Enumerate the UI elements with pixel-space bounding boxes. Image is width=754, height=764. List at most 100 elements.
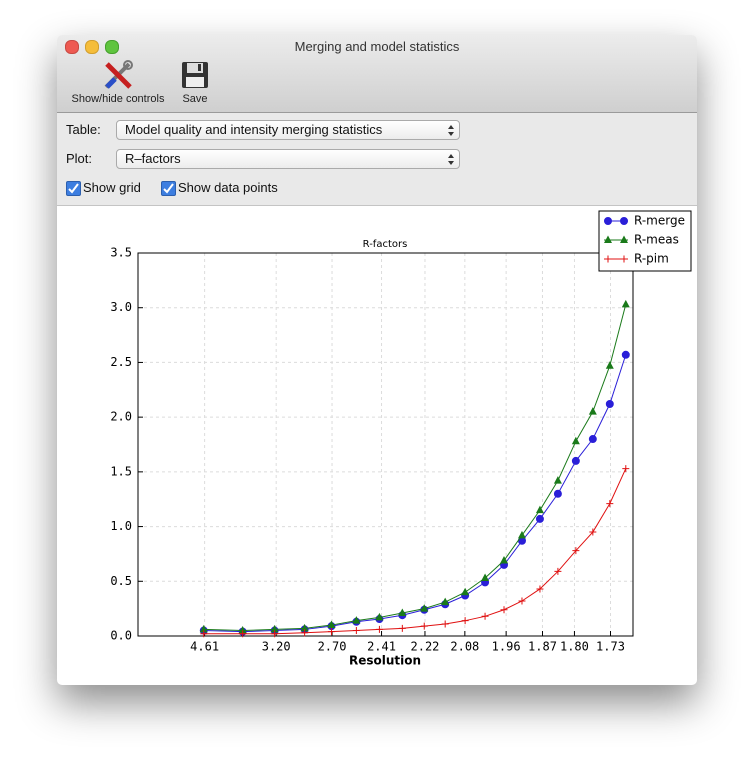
- data-point: [199, 624, 208, 633]
- y-tick-label: 3.0: [110, 300, 132, 314]
- series-line: [203, 354, 627, 633]
- x-axis-label: Resolution: [349, 654, 421, 668]
- select-value: Model quality and intensity merging stat…: [125, 122, 383, 137]
- y-tick-label: 0.0: [110, 629, 132, 643]
- data-point: [621, 350, 630, 359]
- data-point: [300, 623, 309, 632]
- data-point: [301, 629, 309, 637]
- checkbox-box: [161, 181, 176, 196]
- check-mark: [68, 183, 79, 194]
- toolbar-button[interactable]: Save: [175, 59, 215, 105]
- data-point: [398, 624, 406, 632]
- data-point: [461, 617, 469, 625]
- data-point: [238, 626, 247, 634]
- data-point: [441, 620, 449, 628]
- window-title: Merging and model statistics: [294, 39, 460, 54]
- legend-marker: [604, 217, 612, 225]
- plot-select[interactable]: R–factors: [116, 149, 460, 169]
- y-tick-label: 2.0: [110, 410, 132, 424]
- x-tick-label: 2.22: [411, 640, 440, 654]
- data-point: [398, 608, 407, 617]
- x-tick-label: 4.61: [190, 640, 219, 654]
- data-point: [553, 489, 562, 498]
- legend-marker: [604, 255, 612, 263]
- data-point: [605, 400, 614, 409]
- select-arrows: [448, 154, 454, 165]
- data-point: [571, 436, 580, 445]
- data-point: [536, 585, 544, 593]
- data-point: [553, 476, 562, 484]
- plot-label: Plot:: [66, 151, 93, 166]
- data-point: [622, 465, 630, 473]
- save-icon: [182, 62, 208, 88]
- x-tick-label: 1.80: [560, 640, 589, 654]
- data-point: [441, 597, 450, 606]
- data-point: [327, 620, 336, 629]
- data-point: [535, 514, 544, 523]
- table-select[interactable]: Model quality and intensity merging stat…: [116, 120, 460, 140]
- select-arrows: [448, 125, 454, 136]
- data-point: [481, 573, 490, 582]
- close-button[interactable]: [65, 40, 79, 54]
- select-value: R–factors: [125, 151, 181, 166]
- x-tick-label: 2.41: [367, 640, 396, 654]
- chart-title: R-factors: [363, 239, 408, 250]
- x-tick-label: 3.20: [262, 640, 291, 654]
- data-point: [589, 528, 597, 536]
- data-point: [535, 505, 544, 514]
- data-point: [420, 604, 429, 612]
- x-tick-label: 1.73: [596, 640, 625, 654]
- y-tick-label: 3.5: [110, 246, 132, 260]
- y-tick-label: 1.5: [110, 464, 132, 478]
- data-point: [375, 625, 383, 633]
- plot-frame: [137, 252, 634, 637]
- data-point: [200, 630, 208, 638]
- data-point: [606, 500, 614, 508]
- window: Merging and model statistics Show/hide c…: [57, 35, 697, 685]
- chart: R-factors Resolution 0.0 0.5 1.0 1.5 2.0 2.5 3…: [110, 210, 692, 668]
- data-point: [352, 627, 360, 635]
- series-line: [203, 304, 627, 632]
- x-tick-label: 2.08: [450, 640, 479, 654]
- y-tick-label: 2.5: [110, 355, 132, 369]
- data-point: [420, 622, 428, 630]
- data-point: [572, 547, 580, 555]
- minimize-button[interactable]: [85, 40, 99, 54]
- data-point: [461, 587, 470, 596]
- data-point: [481, 612, 489, 620]
- data-point: [500, 555, 509, 564]
- checkbox-box: [66, 181, 81, 196]
- data-point: [621, 299, 630, 308]
- legend-label: R-pim: [634, 252, 669, 266]
- tools-icon: [104, 60, 133, 89]
- data-point: [239, 630, 247, 638]
- series-line: [203, 468, 627, 635]
- y-tick-label: 0.5: [110, 574, 132, 588]
- button-label: Show/hide controls: [71, 93, 165, 105]
- data-point: [588, 407, 597, 415]
- data-point: [571, 456, 580, 465]
- toolbar-button[interactable]: Show/hide controls: [63, 59, 173, 105]
- title-toolbar: Merging and model statistics Show/hide c…: [57, 35, 697, 113]
- legend-marker: [620, 235, 628, 243]
- legend-marker: [620, 217, 628, 225]
- legend-label: R-meas: [634, 233, 679, 247]
- controls-panel: Table: Model quality and intensity mergi…: [57, 113, 697, 206]
- checkbox-label: Show data points: [178, 180, 278, 195]
- data-point: [605, 361, 614, 369]
- data-point: [500, 606, 508, 614]
- table-label: Table:: [66, 122, 101, 137]
- legend-marker: [620, 255, 628, 263]
- data-point: [327, 628, 335, 636]
- data-point: [271, 630, 279, 638]
- data-point: [517, 530, 526, 539]
- data-point: [518, 597, 526, 605]
- data-point: [270, 624, 279, 633]
- checkbox-label: Show grid: [83, 180, 141, 195]
- data-point: [375, 612, 384, 621]
- data-point: [588, 435, 597, 444]
- zoom-button[interactable]: [105, 40, 119, 54]
- data-point: [554, 567, 562, 575]
- legend-label: R-merge: [634, 214, 685, 228]
